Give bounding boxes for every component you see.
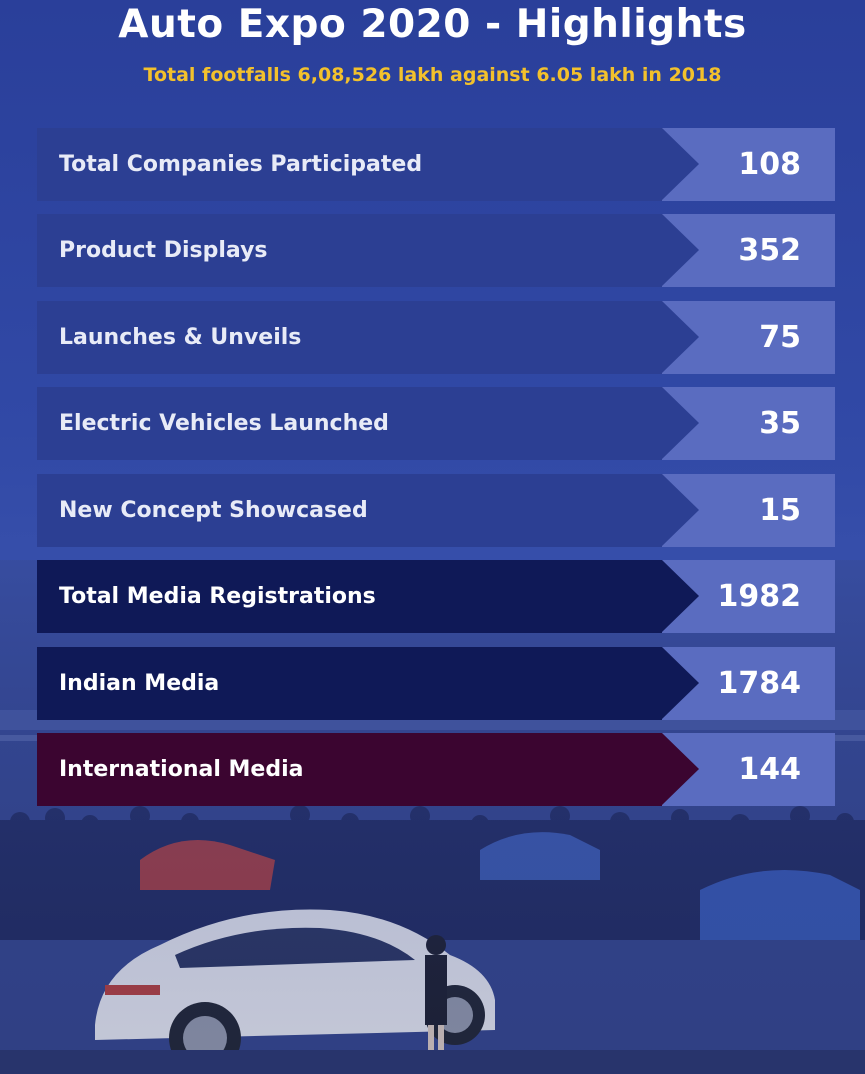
- row-total-companies: Total Companies Participated 108: [37, 128, 835, 201]
- row-value: 15: [759, 493, 801, 528]
- row-label: Total Companies Participated: [59, 152, 423, 177]
- row-label: Launches & Unveils: [59, 325, 302, 350]
- row-new-concept: New Concept Showcased 15: [37, 474, 835, 547]
- arrow-shape: [662, 128, 699, 200]
- expo-background-photo: [0, 560, 865, 1074]
- row-value: 144: [738, 752, 801, 787]
- row-electric-vehicles: Electric Vehicles Launched 35: [37, 387, 835, 460]
- arrow-shape: [662, 647, 699, 719]
- row-value: 75: [759, 320, 801, 355]
- row-value: 1982: [717, 579, 802, 614]
- arrow-shape: [662, 214, 699, 286]
- arrow-shape: [662, 301, 699, 373]
- row-product-displays: Product Displays 352: [37, 214, 835, 287]
- row-indian-media: Indian Media 1784: [37, 647, 835, 720]
- row-value: 1784: [717, 666, 802, 701]
- row-total-media: Total Media Registrations 1982: [37, 560, 835, 633]
- row-international-media: International Media 144: [37, 733, 835, 806]
- row-value: 108: [738, 147, 801, 182]
- row-label: Total Media Registrations: [59, 584, 376, 609]
- row-launches-unveils: Launches & Unveils 75: [37, 301, 835, 374]
- page-title: Auto Expo 2020 - Highlights: [118, 2, 747, 47]
- row-value: 352: [738, 233, 801, 268]
- row-label: Electric Vehicles Launched: [59, 411, 389, 436]
- arrow-shape: [662, 474, 699, 546]
- page-subtitle: Total footfalls 6,08,526 lakh against 6.…: [143, 64, 722, 86]
- arrow-shape: [662, 560, 699, 632]
- row-label: Indian Media: [59, 671, 220, 696]
- row-label: Product Displays: [59, 238, 268, 263]
- row-label: New Concept Showcased: [59, 498, 368, 523]
- arrow-shape: [662, 733, 699, 805]
- row-label: International Media: [59, 757, 304, 782]
- arrow-shape: [662, 387, 699, 459]
- row-value: 35: [759, 406, 801, 441]
